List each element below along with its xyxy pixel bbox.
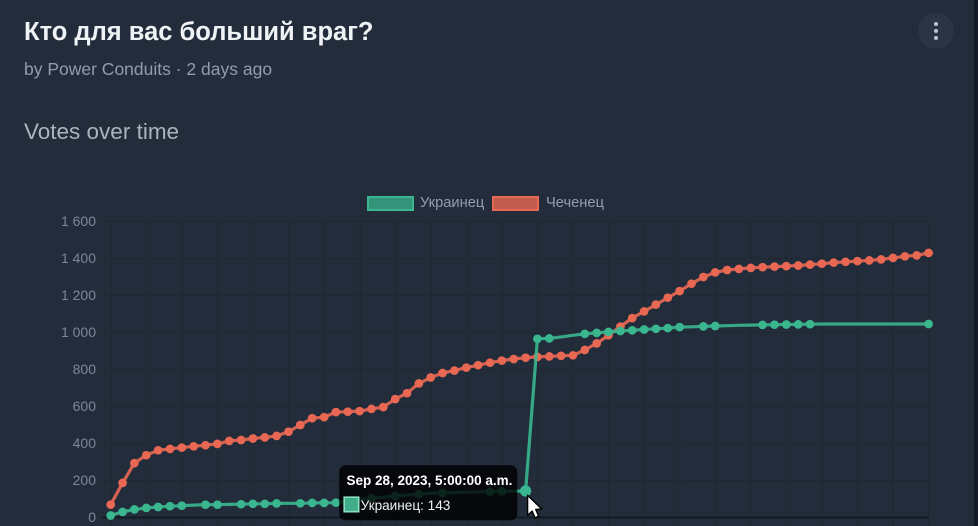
svg-text:Sep 28, 2023, 5:00:00 a.m.: Sep 28, 2023, 5:00:00 a.m. — [347, 473, 513, 488]
svg-text:Украинец: 143: Украинец: 143 — [361, 498, 451, 513]
